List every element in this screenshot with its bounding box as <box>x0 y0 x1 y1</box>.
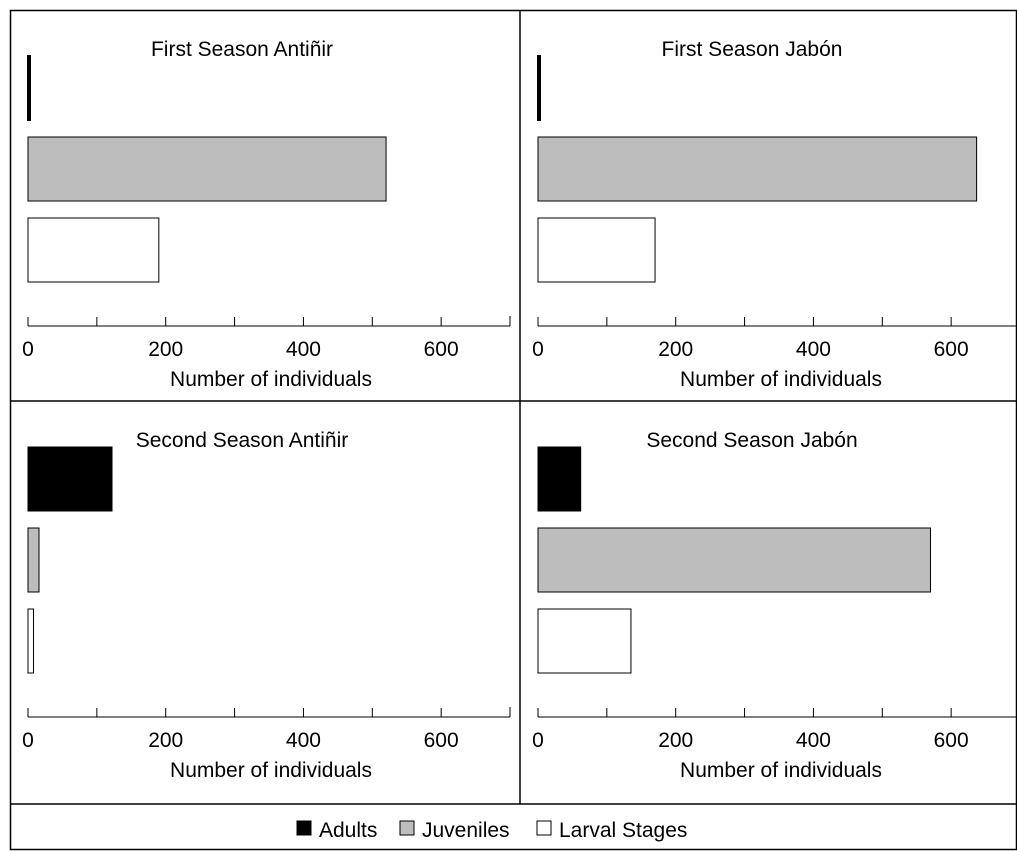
legend: Adults Juveniles Larval Stages <box>297 819 687 842</box>
legend-swatch-adults <box>297 821 311 835</box>
x-tick-label: 400 <box>796 729 831 752</box>
chart-panel-4: Second Season Jabón 0 200 400 600 Number of i… <box>532 429 1017 782</box>
bar-larval-stages <box>538 218 655 282</box>
x-tick-label: 200 <box>658 338 693 361</box>
bar-juveniles <box>28 137 386 201</box>
legend-label-juveniles: Juveniles <box>422 819 510 842</box>
panel-title: Second Season Antiñir <box>136 429 348 452</box>
bar-adults <box>28 56 30 120</box>
x-tick-label: 0 <box>532 338 544 361</box>
x-axis-label: Number of individuals <box>170 368 372 391</box>
x-tick-label: 400 <box>286 729 321 752</box>
bar-adults <box>538 56 540 120</box>
panel-title: Second Season Jabón <box>646 429 857 452</box>
bar-larval-stages <box>28 218 159 282</box>
legend-swatch-juveniles <box>400 821 414 835</box>
x-axis-label: Number of individuals <box>170 759 372 782</box>
x-tick-label: 0 <box>22 338 34 361</box>
legend-swatch-larval-stages <box>537 821 551 835</box>
x-tick-label: 600 <box>934 729 969 752</box>
chart-panel-3: Second Season Antiñir 0 200 400 600 Number of… <box>22 429 510 782</box>
legend-label-larval-stages: Larval Stages <box>559 819 687 842</box>
x-tick-label: 200 <box>148 338 183 361</box>
x-tick-label: 0 <box>532 729 544 752</box>
legend-label-adults: Adults <box>319 819 377 842</box>
x-axis-label: Number of individuals <box>680 759 882 782</box>
bar-juveniles <box>538 528 930 592</box>
x-axis-label: Number of individuals <box>680 368 882 391</box>
chart-panel-2: First Season Jabón 0 200 400 600 Number of in… <box>532 38 1017 391</box>
bar-adults <box>538 447 581 511</box>
x-tick-label: 200 <box>658 729 693 752</box>
x-tick-label: 600 <box>934 338 969 361</box>
x-tick-label: 200 <box>148 729 183 752</box>
x-tick-label: 600 <box>424 338 459 361</box>
chart-panel-1: First Season Antiñir 0 200 400 600 Number of … <box>22 38 510 391</box>
x-tick-label: 600 <box>424 729 459 752</box>
x-tick-label: 400 <box>286 338 321 361</box>
bar-larval-stages <box>538 609 631 673</box>
bar-juveniles <box>28 528 39 592</box>
x-tick-label: 0 <box>22 729 34 752</box>
panel-title: First Season Antiñir <box>151 38 333 61</box>
x-tick-label: 400 <box>796 338 831 361</box>
panel-title: First Season Jabón <box>662 38 843 61</box>
bar-larval-stages <box>28 609 34 673</box>
bar-adults <box>28 447 112 511</box>
bar-juveniles <box>538 137 977 201</box>
